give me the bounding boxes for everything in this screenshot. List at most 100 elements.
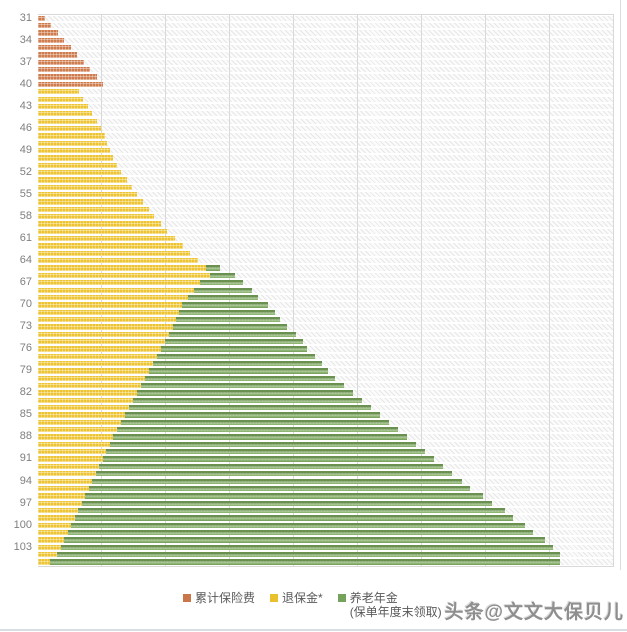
row-hatch-band [38,140,614,146]
chart-row [38,470,614,477]
chart-row [38,412,614,419]
bar-segment-annuity [210,272,235,279]
bar-segment-surrender [38,390,137,396]
bar-segment-surrender [38,419,121,426]
row-hatch-band [38,59,614,66]
chart-row [38,37,614,44]
chart-row [38,30,614,37]
chart-row [38,331,614,338]
row-hatch-band [38,360,614,367]
chart-row [38,199,614,206]
chart-row [38,507,614,514]
y-tick-label: 97 [19,496,32,509]
bar-segment-premium [38,30,58,36]
row-hatch-band [38,302,614,308]
chart-row [38,485,614,492]
bar-segment-surrender [38,96,83,102]
legend-label-premium: 累计保险费 [195,591,256,605]
row-hatch-band [38,23,614,29]
gridline [357,15,358,566]
y-tick-label: 40 [19,77,32,90]
gridline [549,15,550,566]
bar-segment-premium [38,45,71,51]
bar-segment-surrender [38,463,99,470]
row-hatch-band [38,52,614,58]
legend-item-premium: 累计保险费 [183,591,255,605]
y-tick-label: 82 [19,386,32,399]
bar-segment-annuity [194,287,252,293]
row-hatch-band [38,390,614,396]
bar-segment-surrender [38,500,82,506]
legend-swatch-premium-icon [183,594,191,602]
y-tick-label: 34 [19,33,32,46]
bar-segment-surrender [38,331,169,337]
chart-row [38,522,614,529]
y-tick-label: 79 [19,364,32,377]
bar-segment-annuity [153,360,322,367]
row-hatch-band [38,147,614,154]
row-hatch-band [38,346,614,352]
row-hatch-band [38,522,614,528]
row-hatch-band [38,45,614,51]
chart-row [38,551,614,558]
bar-segment-annuity [50,559,560,565]
bar-segment-surrender [38,294,188,301]
y-tick-label: 61 [19,232,32,245]
row-hatch-band [38,441,614,448]
row-hatch-band [38,383,614,389]
bar-segment-surrender [38,155,113,161]
legend-label-annuity-line2: (保单年度末领取) [349,605,442,619]
bar-segment-surrender [38,324,173,330]
chart-row [38,66,614,73]
row-hatch-band [38,280,614,286]
chart-row [38,559,614,566]
chart-right-border [620,0,621,570]
y-tick-label: 85 [19,408,32,421]
bar-segment-annuity [157,353,315,359]
chart-row [38,44,614,51]
bar-segment-surrender [38,544,61,550]
row-hatch-band [38,515,614,521]
row-hatch-band [38,133,614,139]
bar-segment-surrender [38,243,183,249]
bar-segment-surrender [38,265,206,271]
y-tick-label: 76 [19,342,32,355]
watermark: 头条@文文大保贝儿 [444,602,624,623]
row-hatch-band [38,162,614,168]
chart-row [38,265,614,272]
row-hatch-band [38,236,614,242]
chart-row [38,346,614,353]
row-hatch-band [38,368,614,374]
row-hatch-band [38,37,614,44]
bar-segment-surrender [38,118,97,124]
chart-row [38,162,614,169]
bar-segment-annuity [129,405,371,411]
chart-row [38,515,614,522]
chart-row [38,257,614,264]
row-hatch-band [38,265,614,271]
row-hatch-band [38,89,614,95]
bar-segment-surrender [38,192,137,198]
row-hatch-band [38,544,614,550]
bar-segment-annuity [179,309,275,315]
row-hatch-band [38,456,614,462]
bar-segment-surrender [38,316,176,323]
chart-row [38,184,614,191]
y-tick-label: 52 [19,165,32,178]
row-hatch-band [38,15,614,21]
y-tick-label: 37 [19,55,32,68]
row-hatch-band [38,559,614,565]
bar-segment-surrender [38,169,121,176]
bar-segment-annuity [113,434,407,440]
chart-row [38,463,614,470]
bar-segment-premium [38,15,45,21]
bar-segment-surrender [38,449,106,455]
bar-segment-surrender [38,162,117,168]
bar-segment-annuity [121,419,389,426]
row-hatch-band [38,81,614,88]
bar-segment-surrender [38,397,133,403]
bar-segment-annuity [106,449,425,455]
legend-item-annuity: 养老年金 (保单年度末领取) [337,591,442,619]
row-hatch-band [38,309,614,315]
chart-row [38,81,614,88]
